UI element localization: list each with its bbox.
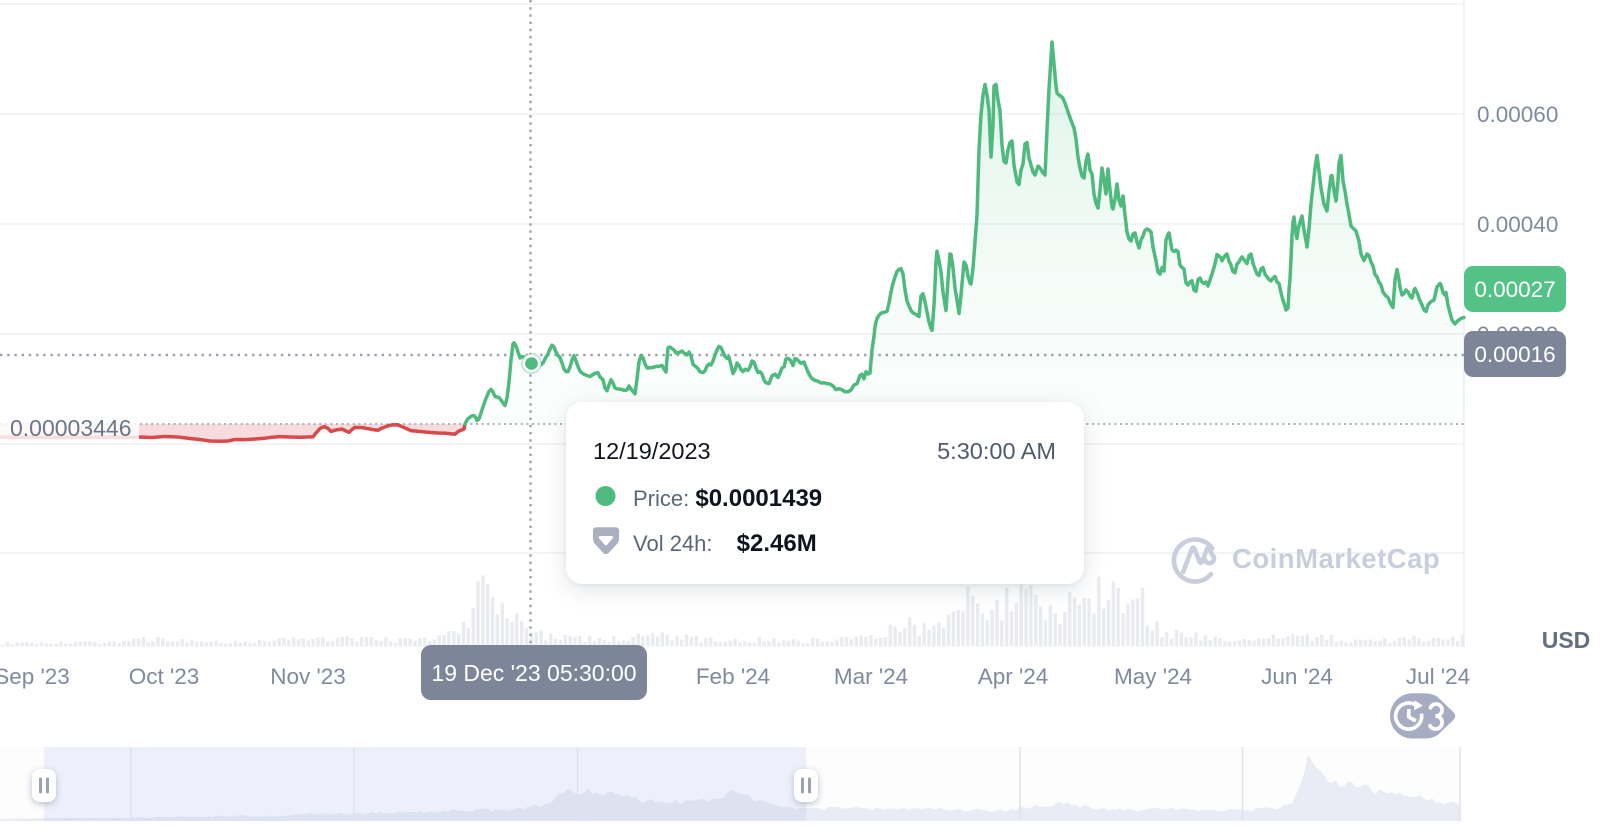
svg-text:19 Dec '23 05:30:00: 19 Dec '23 05:30:00 [431, 660, 636, 686]
svg-text:0.00016: 0.00016 [1474, 342, 1555, 367]
svg-text:Oct '23: Oct '23 [129, 664, 200, 689]
svg-text:0.00040: 0.00040 [1477, 212, 1558, 237]
svg-text:USD: USD [1542, 627, 1591, 653]
svg-text:0.00003446: 0.00003446 [10, 415, 132, 441]
svg-text:Feb '24: Feb '24 [696, 664, 770, 689]
svg-text:0.00027: 0.00027 [1474, 277, 1555, 302]
svg-text:0.00060: 0.00060 [1477, 102, 1558, 127]
svg-text:Mar '24: Mar '24 [834, 664, 908, 689]
svg-text:Jun '24: Jun '24 [1261, 664, 1333, 689]
svg-text:CoinMarketCap: CoinMarketCap [1232, 543, 1440, 574]
svg-text:Jul '24: Jul '24 [1406, 664, 1470, 689]
svg-text:Nov '23: Nov '23 [270, 664, 346, 689]
svg-text:Sep '23: Sep '23 [0, 664, 70, 689]
svg-text:May '24: May '24 [1114, 664, 1192, 689]
svg-text:Apr '24: Apr '24 [978, 664, 1049, 689]
